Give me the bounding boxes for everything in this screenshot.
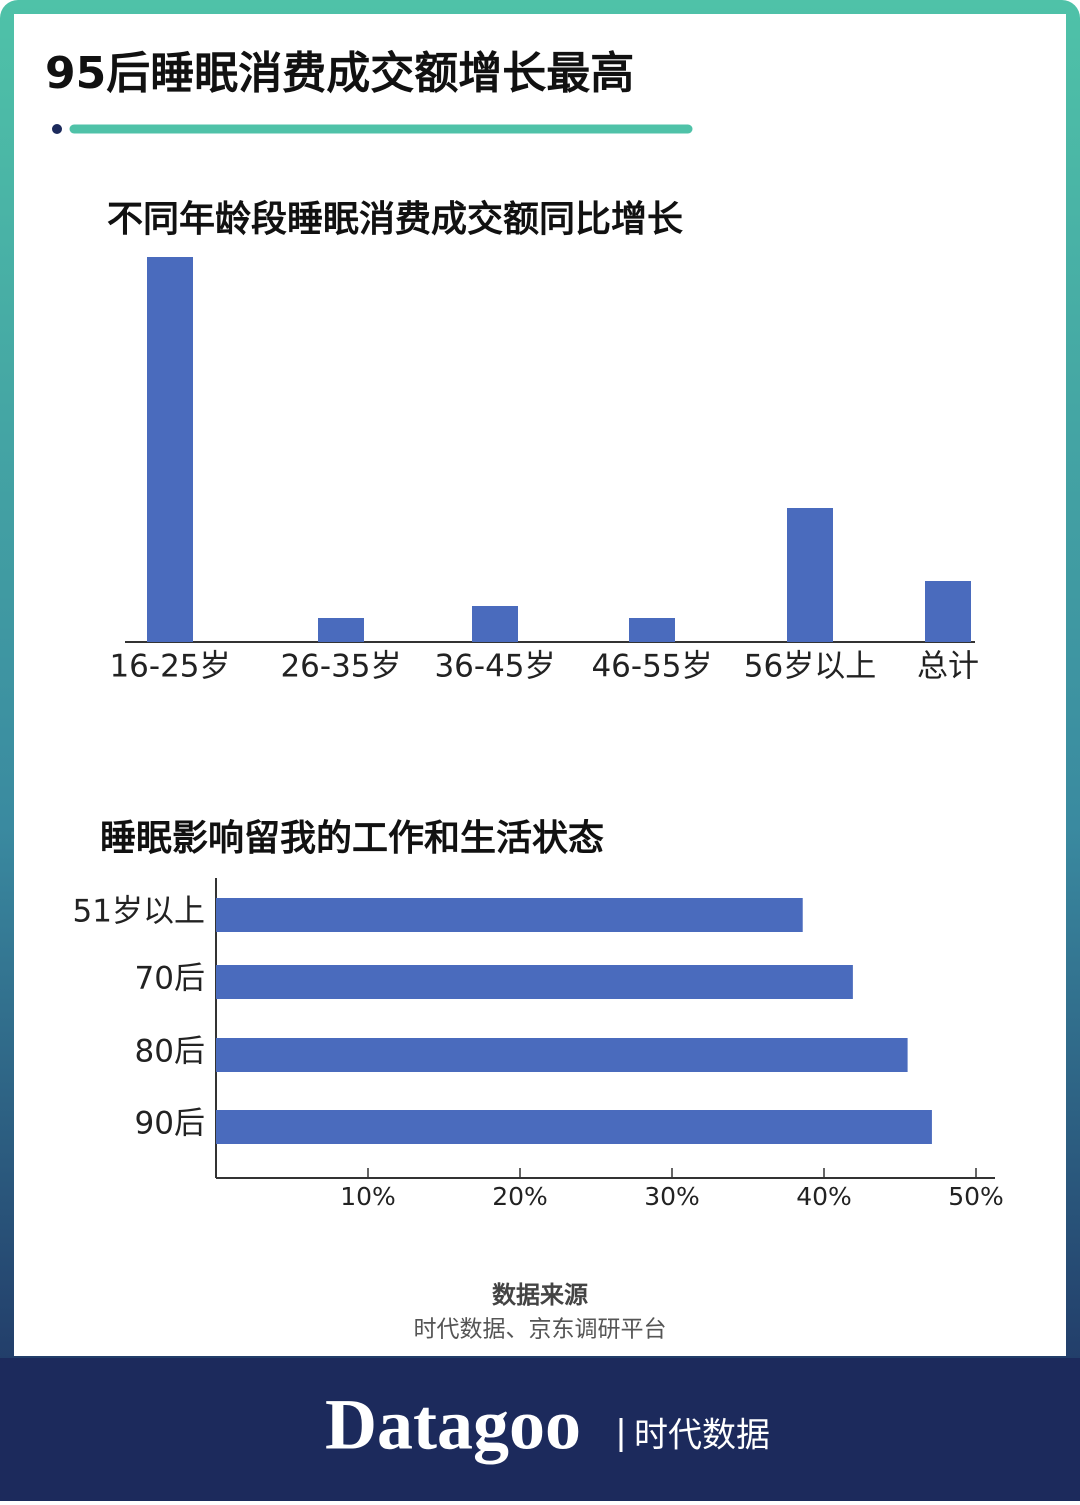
brand-name: 时代数据 (634, 1416, 770, 1456)
x-tick-label: 16-25岁 (109, 649, 230, 685)
x-tick-label: 20% (492, 1182, 548, 1211)
source-text: 时代数据、京东调研平台 (414, 1317, 667, 1343)
x-tick-label: 26-35岁 (280, 649, 401, 685)
chart-title: 不同年龄段睡眠消费成交额同比增长 (107, 198, 683, 240)
decor-dot (52, 124, 62, 134)
x-tick-label: 36-45岁 (434, 649, 555, 685)
bar (216, 965, 853, 999)
chart-title: 睡眠影响留我的工作和生活状态 (100, 818, 604, 859)
x-tick-label: 总计 (917, 649, 979, 685)
y-tick-label: 90后 (135, 1106, 205, 1142)
y-tick-label: 70后 (135, 961, 205, 997)
page-title: 95后睡眠消费成交额增长最高 (45, 48, 634, 99)
bar (472, 606, 518, 642)
bar (925, 581, 971, 642)
brand: Datagoo (325, 1385, 581, 1465)
x-tick-label: 50% (948, 1182, 1004, 1211)
bar (629, 618, 675, 642)
x-tick-label: 56岁以上 (744, 649, 876, 685)
x-tick-label: 30% (644, 1182, 700, 1211)
bar (216, 1038, 908, 1072)
bar (147, 257, 193, 642)
bar (318, 618, 364, 642)
x-tick-label: 10% (340, 1182, 396, 1211)
x-tick-label: 40% (796, 1182, 852, 1211)
y-tick-label: 80后 (135, 1034, 205, 1070)
footer-band (0, 1358, 1080, 1501)
source-label: 数据来源 (492, 1281, 588, 1309)
y-tick-label: 51岁以上 (73, 894, 205, 930)
bar (216, 1110, 932, 1144)
bar (216, 898, 803, 932)
x-tick-label: 46-55岁 (591, 649, 712, 685)
bar (787, 508, 833, 642)
